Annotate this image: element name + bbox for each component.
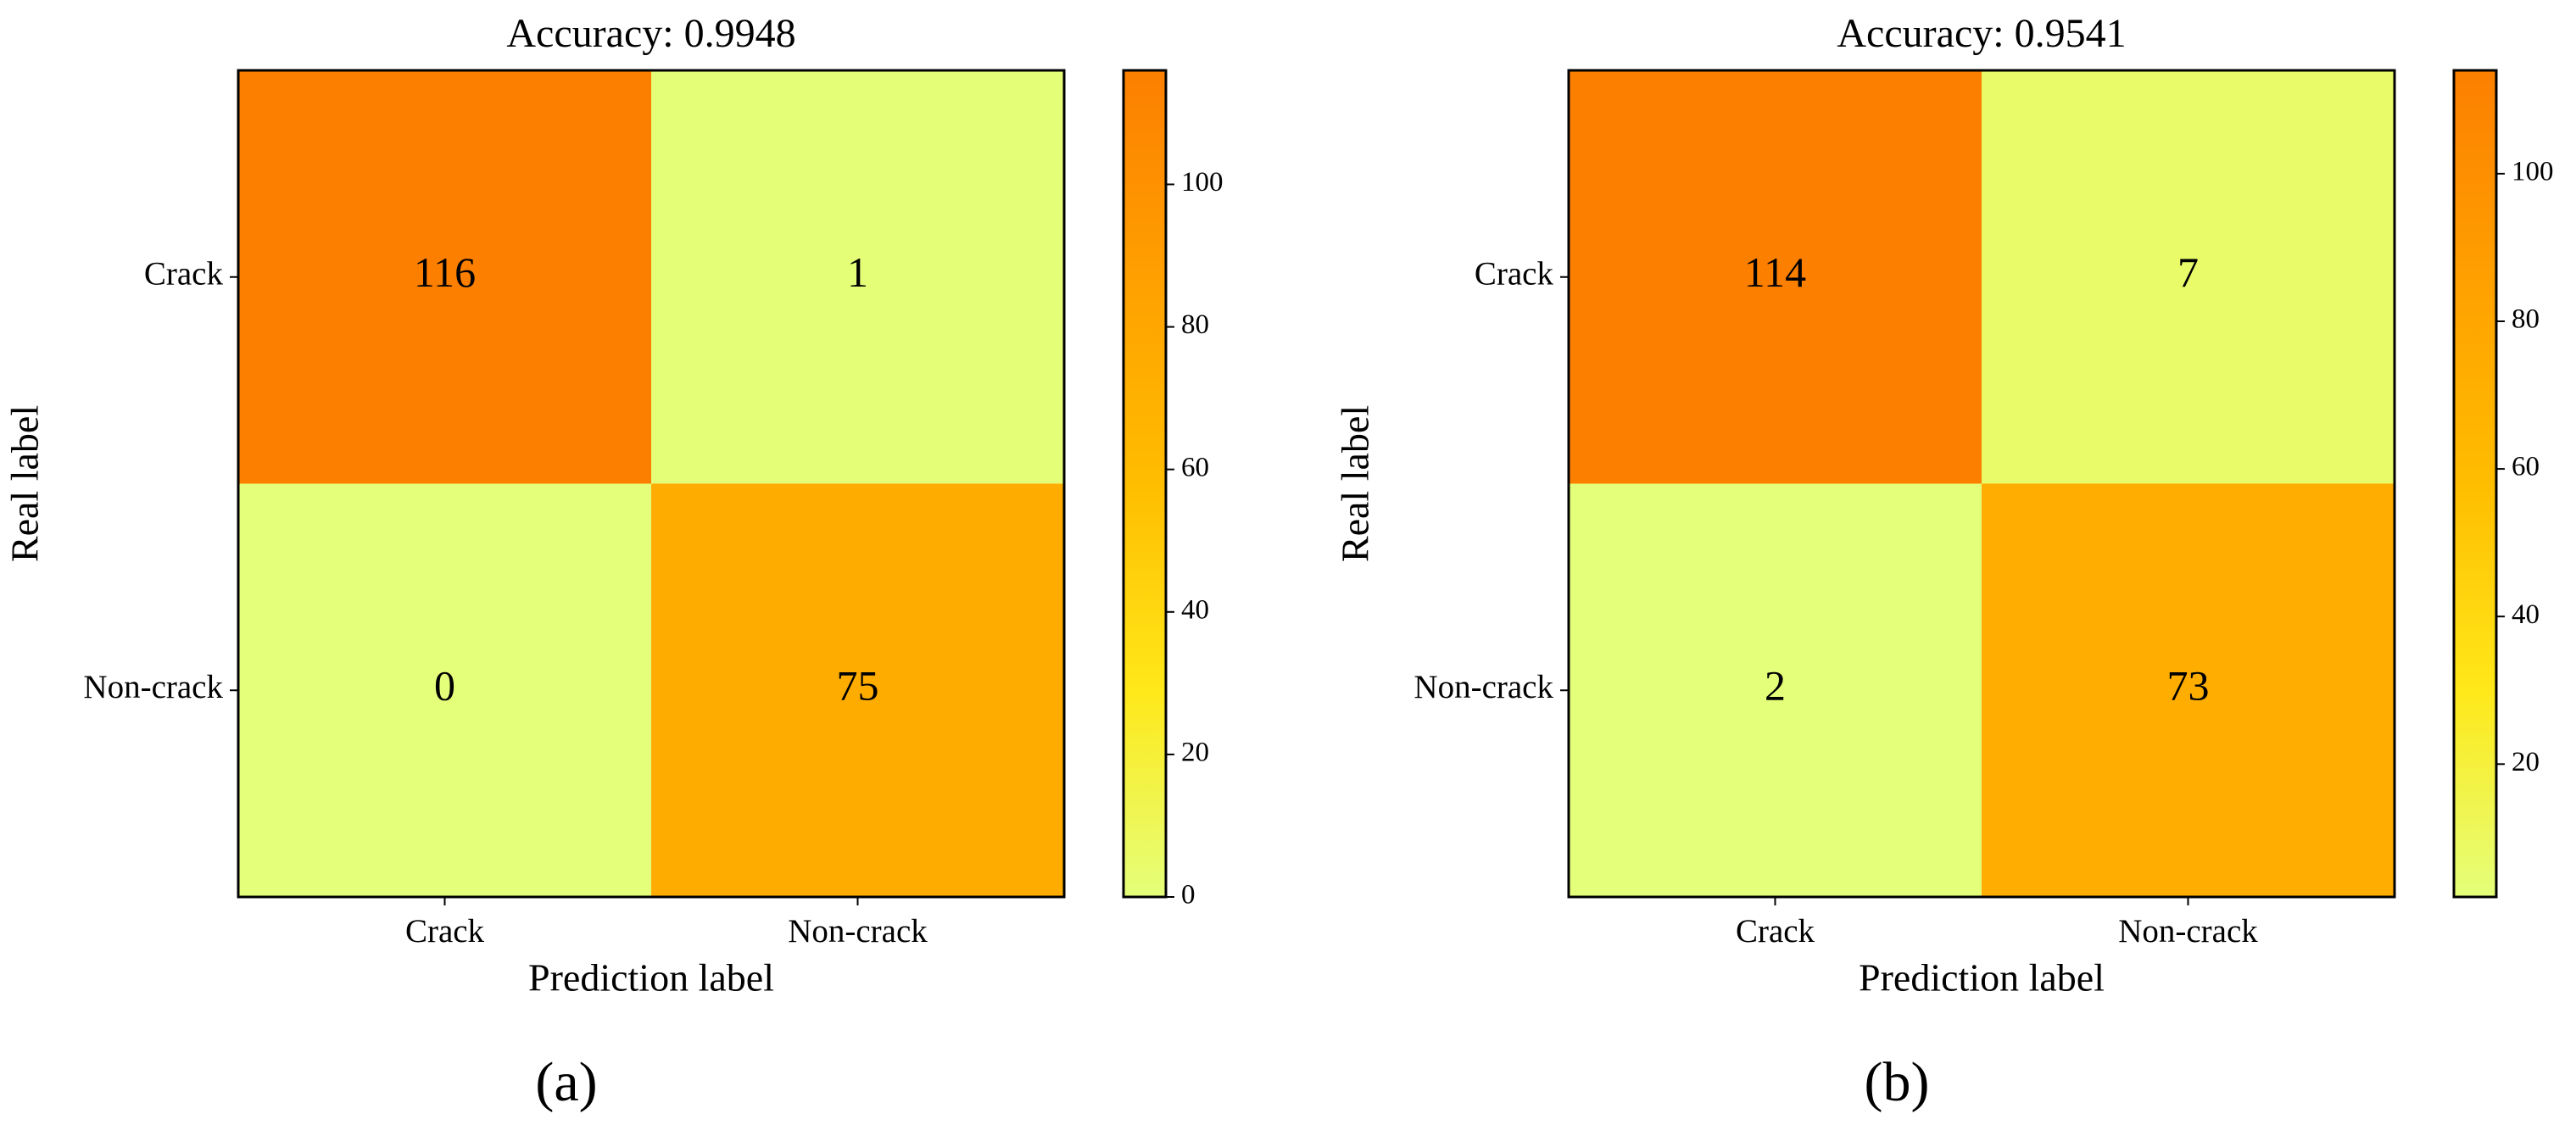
x-axis-label: Prediction label	[1859, 956, 2105, 1000]
colorbar-tick-label: 100	[2512, 156, 2554, 187]
colorbar-tick-label: 80	[2512, 304, 2540, 335]
heatmap-cell	[1982, 483, 2395, 897]
colorbar-tick-label: 40	[1181, 594, 1209, 625]
colorbar	[2452, 69, 2498, 899]
colorbar-tick-label: 20	[1181, 737, 1209, 767]
heatmap-cell	[1569, 483, 1982, 897]
y-tick-label: Crack	[144, 256, 224, 292]
x-tick-label: Non-crack	[788, 913, 928, 950]
cell-value: 2	[1765, 662, 1786, 710]
colorbar	[1122, 69, 1168, 899]
x-axis-label: Prediction label	[528, 956, 774, 1000]
heatmap-cell	[238, 70, 651, 484]
plot-frame	[237, 69, 1066, 899]
heatmap-cell	[1982, 70, 2395, 484]
cell-value: 116	[414, 248, 476, 296]
colorbar-tick-label: 20	[2512, 747, 2540, 777]
y-tick-label: Non-crack	[1413, 669, 1553, 705]
heatmap-cell	[1569, 70, 1982, 484]
y-tick-label: Crack	[1475, 256, 1554, 292]
y-axis-label: Real label	[1334, 405, 1377, 562]
heatmap-cell	[238, 483, 651, 897]
colorbar-tick-label: 40	[2512, 599, 2540, 630]
colorbar-tick-label: 60	[2512, 452, 2540, 482]
x-tick-label: Non-crack	[2118, 913, 2258, 950]
cell-value: 73	[2167, 662, 2210, 710]
colorbar-tick-label: 100	[1181, 167, 1224, 198]
x-tick-label: Crack	[1736, 913, 1815, 950]
cell-value: 1	[847, 248, 868, 296]
cell-value: 114	[1744, 248, 1806, 296]
chart-title: Accuracy: 0.9541	[1837, 11, 2126, 56]
panel-label: (a)	[535, 1051, 597, 1113]
cell-value: 0	[434, 662, 455, 710]
cell-value: 75	[837, 662, 879, 710]
heatmap-cell	[651, 483, 1064, 897]
x-tick-label: Crack	[405, 913, 485, 950]
colorbar-tick-label: 0	[1181, 880, 1196, 911]
cell-value: 7	[2177, 248, 2199, 296]
heatmap-cell	[651, 70, 1064, 484]
y-axis-label: Real label	[3, 405, 47, 562]
plot-frame	[1567, 69, 2396, 899]
colorbar-tick-label: 60	[1181, 452, 1209, 482]
y-tick-label: Non-crack	[83, 669, 223, 705]
chart-title: Accuracy: 0.9948	[506, 11, 795, 56]
panel-label: (b)	[1865, 1051, 1930, 1113]
colorbar-tick-label: 80	[1181, 309, 1209, 340]
